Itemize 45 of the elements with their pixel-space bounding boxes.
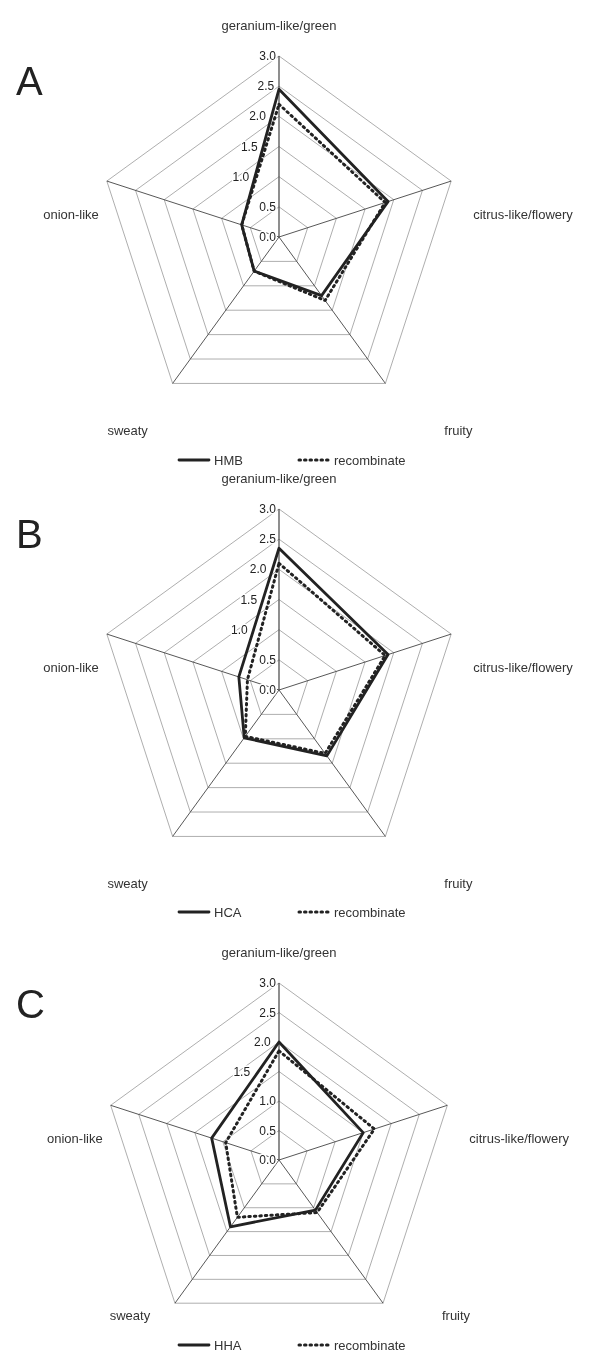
y-tick-label: 3.0 — [259, 976, 277, 990]
spoke-label: citrus-like/flowery — [473, 207, 574, 223]
y-tick-label: 1.5 — [240, 592, 258, 607]
y-tick-label: 2.5 — [259, 1005, 277, 1020]
y-tick-label: 2.5 — [259, 532, 277, 547]
y-tick-label: 2.5 — [257, 79, 275, 94]
legend-label: HHA — [214, 1337, 242, 1353]
legend-label: recombinate — [334, 452, 406, 468]
y-tick-label: 0.0 — [259, 683, 277, 697]
legend-label: HMB — [214, 452, 243, 468]
y-tick-label: 3.0 — [259, 49, 277, 63]
y-tick-label: 0.5 — [259, 199, 277, 214]
legend-label: recombinate — [334, 1337, 406, 1353]
y-tick-label: 0.5 — [259, 652, 277, 667]
y-tick-label: 3.0 — [259, 502, 277, 516]
y-tick-label: 1.0 — [232, 169, 250, 184]
spoke-label: sweaty — [109, 1308, 151, 1324]
legend-label: HCA — [214, 904, 242, 920]
spoke-label: sweaty — [107, 423, 149, 439]
spoke-label: fruity — [444, 876, 473, 892]
spoke-label: onion-like — [47, 1131, 103, 1147]
y-tick-label: 1.5 — [240, 139, 258, 154]
legend-label: recombinate — [334, 904, 406, 920]
spoke-label: geranium-like/green — [221, 18, 337, 33]
y-tick-label: 0.0 — [259, 1153, 277, 1167]
y-tick-label: 0.0 — [259, 230, 277, 244]
y-tick-label: 0.5 — [259, 1123, 277, 1138]
y-tick-label: 2.0 — [249, 562, 267, 577]
spoke-label: fruity — [441, 1308, 471, 1324]
y-tick-label: 2.0 — [254, 1035, 272, 1049]
spoke-label: citrus-like/flowery — [469, 1131, 570, 1147]
text: B — [16, 512, 43, 556]
spoke-label: citrus-like/flowery — [473, 660, 574, 676]
spoke-label: geranium-like/green — [221, 945, 337, 960]
y-tick-label: 2.0 — [249, 109, 267, 124]
text: C — [16, 982, 45, 1026]
spoke-label: fruity — [444, 423, 473, 439]
spoke-label: onion-like — [43, 660, 99, 676]
spoke-label: sweaty — [107, 876, 149, 892]
y-tick-label: 1.0 — [259, 1094, 277, 1108]
text: A — [16, 59, 43, 103]
y-tick-label: 1.5 — [233, 1064, 251, 1079]
y-tick-label: 1.0 — [231, 622, 249, 637]
spoke-label: onion-like — [43, 207, 99, 223]
spoke-label: geranium-like/green — [221, 471, 337, 486]
